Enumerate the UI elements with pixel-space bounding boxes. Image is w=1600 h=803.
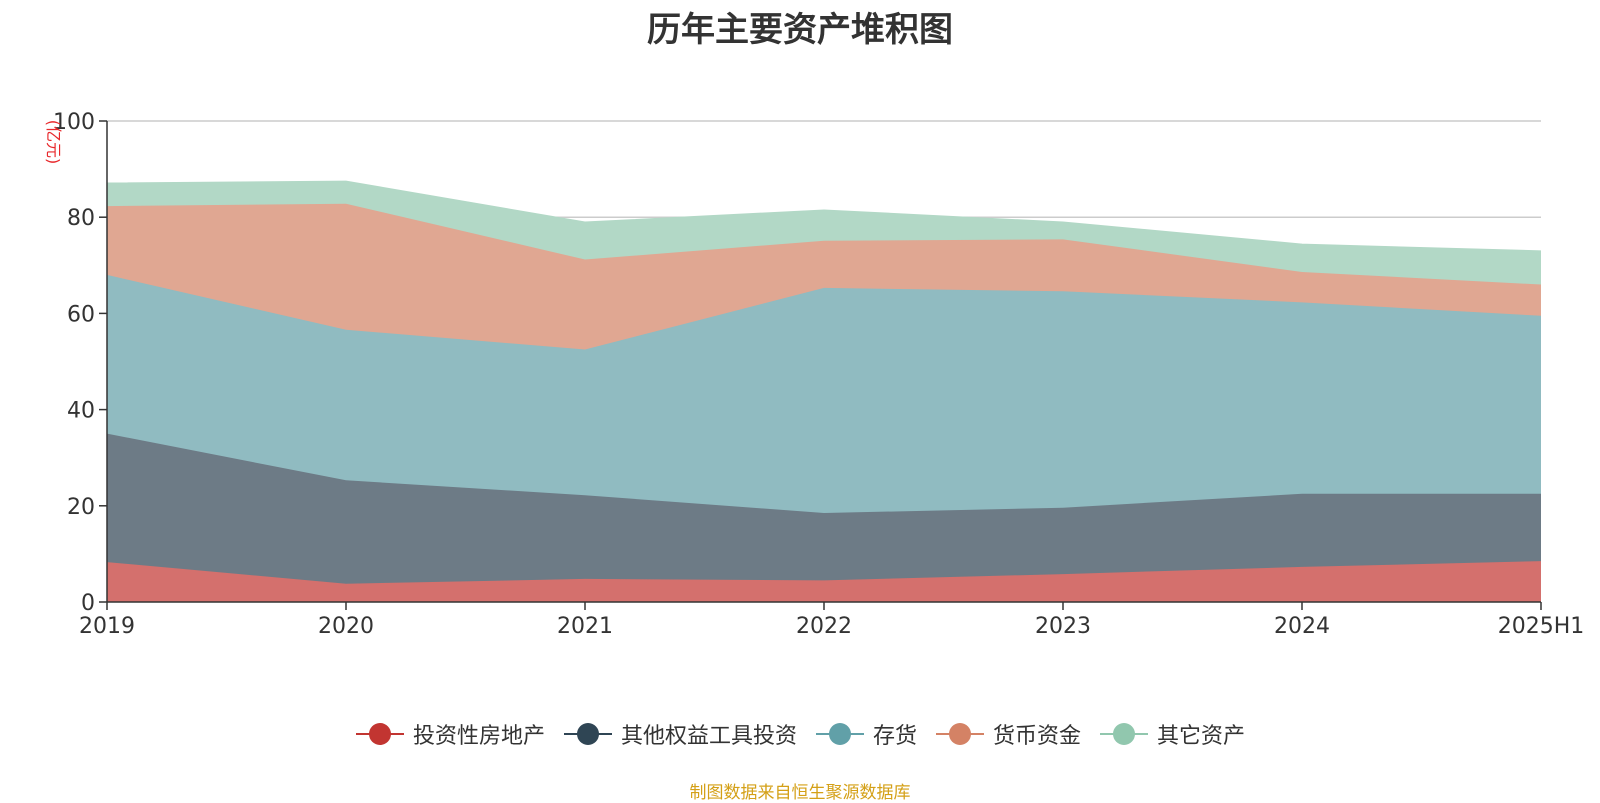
area-series xyxy=(106,180,1542,602)
x-tick-label-1: 2020 xyxy=(318,614,374,639)
y-tick-label-1: 20 xyxy=(67,495,95,520)
legend: 投资性房地产 其他权益工具投资 存货 货币资金 其它资产 xyxy=(0,718,1600,750)
area-series-3 xyxy=(107,203,1541,350)
area-series-2 xyxy=(107,274,1541,514)
x-tick-label-4: 2023 xyxy=(1035,614,1091,639)
area-series-4 xyxy=(107,181,1541,285)
legend-marker-0 xyxy=(355,723,404,745)
legend-item-4[interactable]: 其它资产 xyxy=(1099,718,1245,750)
area-series-1 xyxy=(107,433,1541,584)
x-tick-label-2: 2021 xyxy=(557,614,613,639)
legend-label-1: 其他权益工具投资 xyxy=(620,724,797,749)
legend-item-1[interactable]: 其他权益工具投资 xyxy=(563,718,797,750)
x-tick-label-5: 2024 xyxy=(1274,614,1330,639)
legend-marker-4 xyxy=(1100,723,1149,745)
area-edge-4 xyxy=(106,180,1542,252)
x-tick-label-0: 2019 xyxy=(79,614,135,639)
legend-label-4: 其它资产 xyxy=(1157,724,1246,749)
y-tick-label-3: 60 xyxy=(67,302,95,327)
legend-label-3: 货币资金 xyxy=(993,724,1082,749)
source-note: 制图数据来自恒生聚源数据库 xyxy=(689,783,911,803)
y-tick-label-0: 0 xyxy=(81,591,95,616)
axes: 0 20 40 60 80 100 2019 2020 2021 2022 2023 2024 2025… xyxy=(53,110,1584,639)
legend-item-3[interactable]: 货币资金 xyxy=(935,718,1081,750)
chart-title: 历年主要资产堆积图 xyxy=(647,10,953,50)
x-tick-label-3: 2022 xyxy=(796,614,852,639)
legend-item-2[interactable]: 存货 xyxy=(815,718,917,750)
legend-marker-3 xyxy=(936,723,984,745)
y-tick-label-4: 80 xyxy=(67,206,95,231)
x-tick-label-6: 2025H1 xyxy=(1498,614,1585,639)
legend-label-0: 投资性房地产 xyxy=(412,724,545,749)
y-tick-label-2: 40 xyxy=(67,399,95,424)
legend-item-0[interactable]: 投资性房地产 xyxy=(355,718,545,750)
legend-label-2: 存货 xyxy=(872,724,917,749)
legend-marker-1 xyxy=(563,723,612,745)
y-axis-unit-label: (亿元) xyxy=(44,120,63,165)
legend-marker-2 xyxy=(815,723,864,745)
y-tick-label-5: 100 xyxy=(53,110,95,135)
area-series-0 xyxy=(107,561,1541,602)
